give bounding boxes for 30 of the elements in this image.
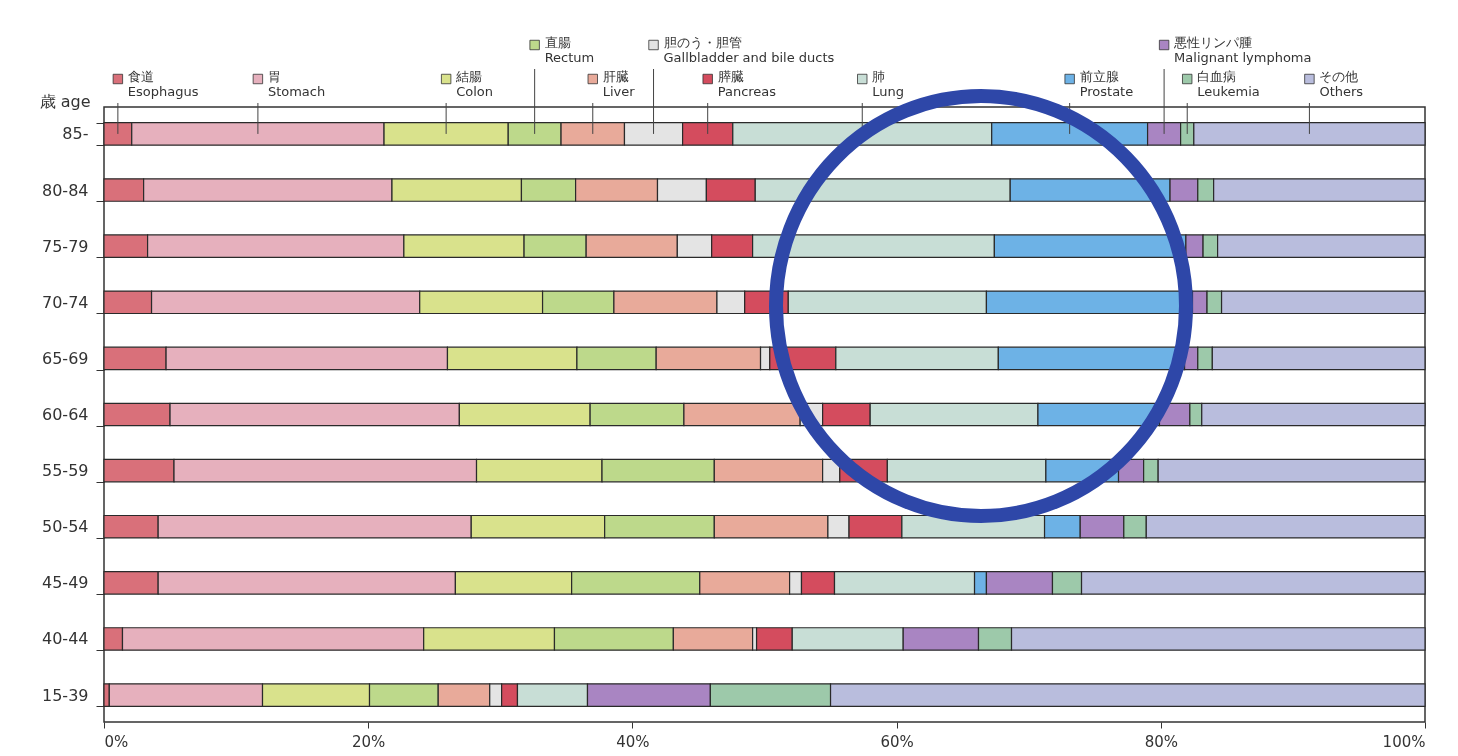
- x-tick-label: 80%: [1144, 732, 1178, 751]
- legend-label: 肺 Lung: [872, 69, 904, 99]
- legend-label: 悪性リンパ腫 Malignant lymphoma: [1173, 35, 1312, 65]
- legend-label: 胆のう・胆管 Gallbladder and bile ducts: [663, 35, 835, 65]
- legend-label: その他 Others: [1319, 69, 1364, 99]
- y-tick-label: 45-49: [42, 573, 89, 593]
- x-tick-label: 20%: [352, 732, 386, 751]
- legend-label: 結腸 Colon: [455, 69, 493, 99]
- legend-label: 胃 Stomach: [267, 69, 326, 99]
- x-tick-label: 100%: [1382, 732, 1426, 751]
- x-tick-label: 40%: [616, 732, 650, 751]
- y-tick-label: 15-39: [42, 685, 89, 705]
- legend-label: 白血病 Leukemia: [1197, 69, 1260, 99]
- legend-label: 食道 Esophagus: [127, 69, 199, 99]
- y-tick-label: 50-54: [42, 517, 89, 537]
- y-tick-label: 60-64: [42, 405, 89, 424]
- y-tick-label: 75-79: [42, 236, 89, 256]
- y-axis-title: 歳 age: [39, 91, 91, 111]
- y-tick-label: 70-74: [42, 292, 89, 312]
- legend-label: 直腸 Rectum: [544, 35, 595, 65]
- legend-label: 膵臓 Pancreas: [717, 69, 777, 99]
- y-tick-label: 85-: [62, 124, 89, 144]
- y-tick-label: 40-44: [42, 629, 89, 649]
- x-tick-label: 0%: [104, 732, 129, 751]
- y-tick-label: 55-59: [42, 461, 89, 481]
- legend-label: 前立腺 Prostate: [1079, 69, 1134, 99]
- x-tick-label: 60%: [880, 732, 914, 751]
- y-tick-label: 80-84: [42, 180, 89, 200]
- y-tick-label: 65-69: [42, 348, 89, 368]
- legend-label: 肝臓 Liver: [602, 69, 636, 99]
